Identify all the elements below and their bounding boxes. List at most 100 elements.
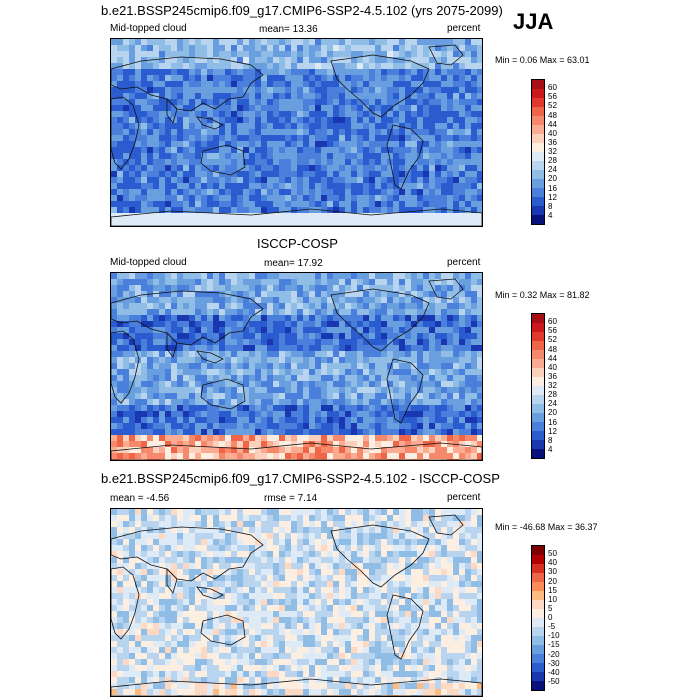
map-cell xyxy=(297,527,303,533)
map-cell xyxy=(327,357,333,363)
map-cell xyxy=(165,207,171,213)
map-cell xyxy=(429,575,435,581)
map-cell xyxy=(273,69,279,75)
map-cell xyxy=(225,429,231,435)
map-cell xyxy=(267,57,273,63)
map-cell xyxy=(267,381,273,387)
map-cell xyxy=(375,213,381,219)
map-cell xyxy=(279,135,285,141)
map-cell xyxy=(213,587,219,593)
map-cell xyxy=(447,195,453,201)
map-cell xyxy=(303,63,309,69)
map-cell xyxy=(195,405,201,411)
map-cell xyxy=(369,87,375,93)
map-cell xyxy=(219,429,225,435)
map-cell xyxy=(435,539,441,545)
map-cell xyxy=(297,189,303,195)
map-cell xyxy=(135,111,141,117)
map-cell xyxy=(123,75,129,81)
map-cell xyxy=(225,165,231,171)
map-cell xyxy=(147,183,153,189)
map-cell xyxy=(357,183,363,189)
map-cell xyxy=(117,417,123,423)
map-cell xyxy=(117,575,123,581)
map-cell xyxy=(201,297,207,303)
map-cell xyxy=(111,213,117,219)
map-cell xyxy=(477,539,482,545)
map-cell xyxy=(255,557,261,563)
map-cell xyxy=(411,105,417,111)
map-cell xyxy=(315,57,321,63)
map-cell xyxy=(447,45,453,51)
map-cell xyxy=(381,357,387,363)
map-cell xyxy=(303,153,309,159)
map-cell xyxy=(333,165,339,171)
map-cell xyxy=(135,45,141,51)
map-cell xyxy=(153,345,159,351)
map-cell xyxy=(213,51,219,57)
map-cell xyxy=(177,51,183,57)
map-cell xyxy=(297,581,303,587)
map-cell xyxy=(435,387,441,393)
map-cell xyxy=(375,515,381,521)
map-cell xyxy=(213,285,219,291)
map-cell xyxy=(309,387,315,393)
map-cell xyxy=(435,581,441,587)
map-cell xyxy=(117,453,123,459)
map-cell xyxy=(189,69,195,75)
map-cell xyxy=(123,219,129,225)
map-cell xyxy=(471,339,477,345)
map-cell xyxy=(141,105,147,111)
map-cell xyxy=(189,351,195,357)
map-cell xyxy=(177,141,183,147)
map-cell xyxy=(267,515,273,521)
map-cell xyxy=(249,105,255,111)
map-cell xyxy=(255,411,261,417)
map-cell xyxy=(261,87,267,93)
map-cell xyxy=(195,369,201,375)
map-cell xyxy=(123,423,129,429)
map-cell xyxy=(387,441,393,447)
map-cell xyxy=(189,423,195,429)
map-cell xyxy=(177,333,183,339)
map-cell xyxy=(411,195,417,201)
map-cell xyxy=(165,441,171,447)
map-cell xyxy=(465,363,471,369)
map-cell xyxy=(441,515,447,521)
map-cell xyxy=(219,381,225,387)
map-cell xyxy=(297,509,303,515)
map-cell xyxy=(441,521,447,527)
map-cell xyxy=(285,189,291,195)
map-cell xyxy=(303,105,309,111)
map-cell xyxy=(465,213,471,219)
map-cell xyxy=(435,509,441,515)
map-cell xyxy=(423,351,429,357)
map-cell xyxy=(243,297,249,303)
map-cell xyxy=(231,225,237,226)
map-cell xyxy=(429,593,435,599)
map-cell xyxy=(441,527,447,533)
map-cell xyxy=(315,225,321,226)
map-cell xyxy=(471,99,477,105)
map-cell xyxy=(117,569,123,575)
map-cell xyxy=(165,333,171,339)
map-cell xyxy=(375,453,381,459)
map-cell xyxy=(435,357,441,363)
map-cell xyxy=(183,93,189,99)
map-cell xyxy=(201,135,207,141)
map-cell xyxy=(429,111,435,117)
map-cell xyxy=(459,195,465,201)
map-cell xyxy=(207,339,213,345)
map-cell xyxy=(471,551,477,557)
map-cell xyxy=(357,129,363,135)
map-cell xyxy=(165,593,171,599)
map-cell xyxy=(201,279,207,285)
map-cell xyxy=(429,273,435,279)
map-cell xyxy=(249,159,255,165)
map-cell xyxy=(219,435,225,441)
map-cell xyxy=(123,557,129,563)
map-cell xyxy=(267,575,273,581)
map-cell xyxy=(423,51,429,57)
map-cell xyxy=(153,417,159,423)
map-cell xyxy=(141,387,147,393)
